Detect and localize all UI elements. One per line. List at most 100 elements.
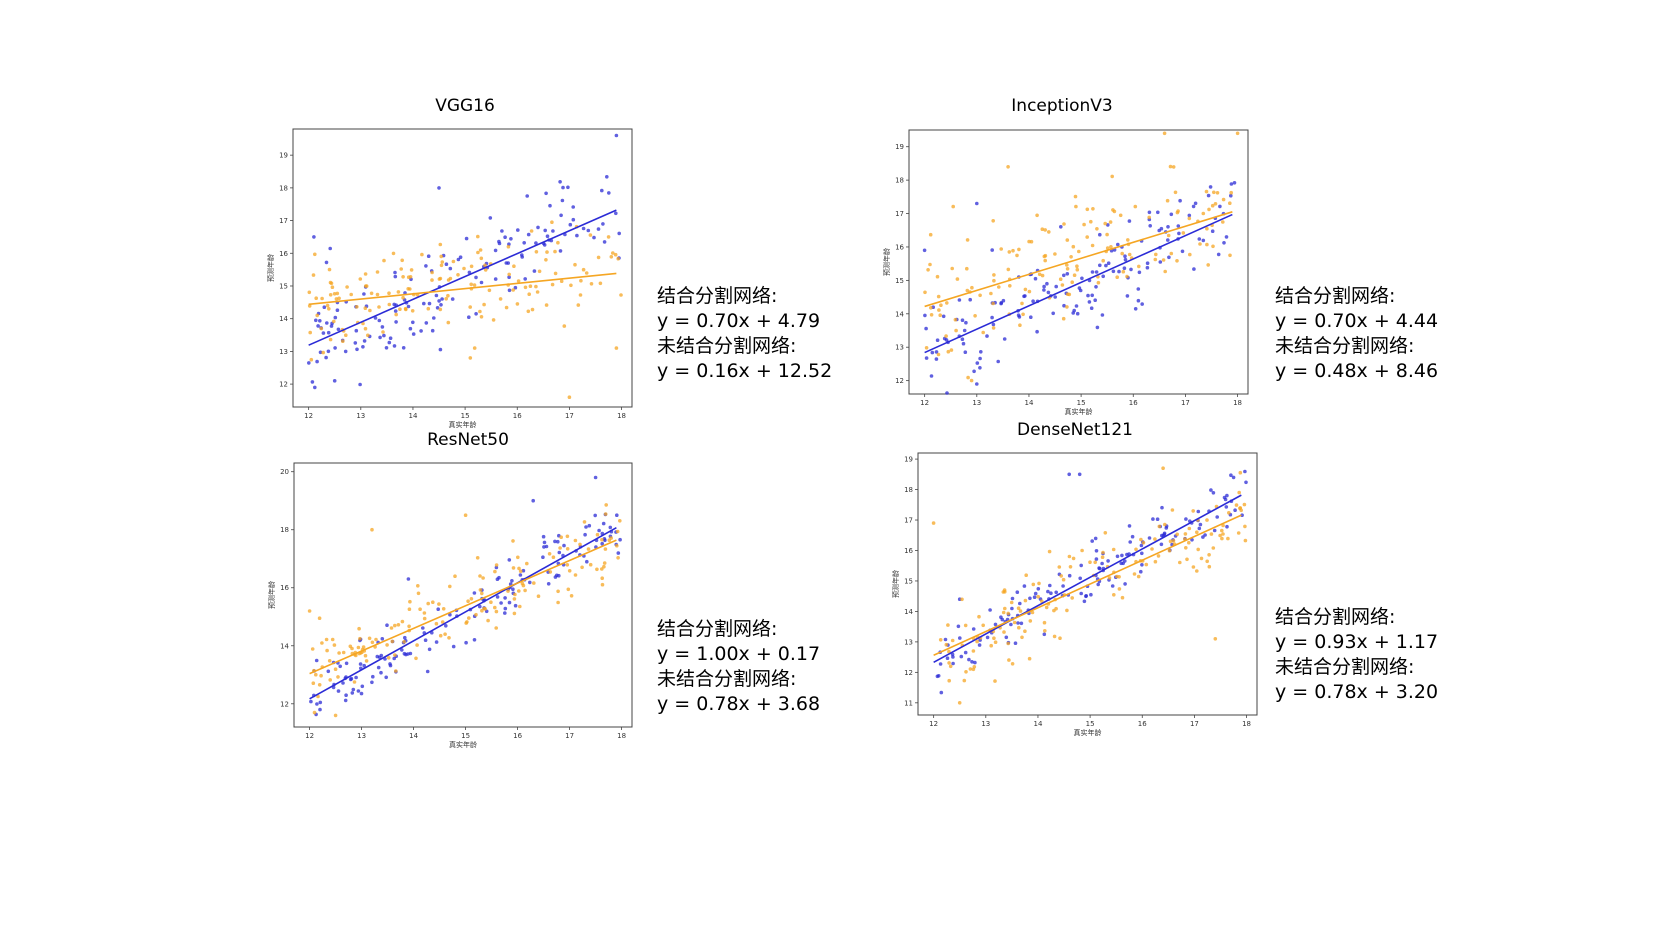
data-point-without-seg <box>1012 620 1017 625</box>
data-point-without-seg <box>604 503 608 507</box>
data-point-with-seg <box>575 233 579 238</box>
data-point-with-seg <box>435 306 440 310</box>
data-point-without-seg <box>1115 275 1119 280</box>
data-point-without-seg <box>615 543 619 548</box>
data-point-without-seg <box>1207 553 1211 557</box>
data-point-with-seg <box>1046 290 1051 295</box>
data-point-with-seg <box>935 674 940 679</box>
data-point-without-seg <box>1058 277 1063 282</box>
data-point-with-seg <box>1159 542 1164 547</box>
data-point-with-seg <box>923 313 927 318</box>
data-point-with-seg <box>318 707 322 712</box>
y-tick-label: 17 <box>279 217 288 225</box>
data-point-without-seg <box>567 569 572 573</box>
data-point-with-seg <box>513 285 518 290</box>
data-point-with-seg <box>1122 266 1127 271</box>
data-point-without-seg <box>525 561 529 566</box>
data-point-with-seg <box>1049 591 1053 595</box>
data-point-without-seg <box>385 643 389 647</box>
data-point-without-seg <box>1161 258 1166 262</box>
data-point-without-seg <box>1089 219 1093 224</box>
data-point-with-seg <box>1022 584 1027 588</box>
data-point-without-seg <box>512 264 516 269</box>
chart-title: ResNet50 <box>427 430 509 450</box>
data-point-without-seg <box>1169 251 1174 256</box>
data-point-with-seg <box>958 636 962 640</box>
data-point-without-seg <box>977 614 981 619</box>
data-point-without-seg <box>382 258 386 263</box>
data-point-without-seg <box>511 288 515 292</box>
data-point-without-seg <box>928 262 932 267</box>
data-point-without-seg <box>468 356 473 360</box>
data-point-without-seg <box>1117 575 1121 579</box>
data-point-with-seg <box>354 328 359 333</box>
data-point-without-seg <box>923 290 927 295</box>
data-point-with-seg <box>1015 590 1020 594</box>
data-point-without-seg <box>548 570 553 574</box>
data-point-without-seg <box>426 601 431 606</box>
data-point-with-seg <box>456 257 461 262</box>
data-point-without-seg <box>422 616 427 621</box>
data-point-with-seg <box>1125 552 1129 557</box>
y-tick-label: 16 <box>279 250 288 258</box>
data-point-without-seg <box>1091 207 1095 211</box>
data-point-with-seg <box>526 232 531 237</box>
data-point-without-seg <box>1191 565 1196 569</box>
data-point-with-seg <box>350 691 355 695</box>
data-point-with-seg <box>500 229 504 233</box>
data-point-without-seg <box>438 307 443 312</box>
data-point-with-seg <box>1169 212 1174 217</box>
data-point-with-seg <box>1123 254 1127 258</box>
data-point-with-seg <box>993 622 998 627</box>
data-point-without-seg <box>1111 547 1116 552</box>
data-point-with-seg <box>968 297 972 302</box>
data-point-without-seg <box>1184 546 1188 550</box>
data-point-without-seg <box>314 672 318 677</box>
data-point-without-seg <box>1132 572 1137 576</box>
data-point-without-seg <box>493 569 497 574</box>
data-point-without-seg <box>1120 595 1125 600</box>
data-point-without-seg <box>589 282 594 286</box>
data-point-with-seg <box>467 270 472 275</box>
data-point-with-seg <box>587 523 592 528</box>
data-point-without-seg <box>953 317 958 322</box>
data-point-with-seg <box>1094 285 1098 289</box>
data-point-with-seg <box>1167 255 1171 260</box>
x-tick-label: 14 <box>1024 399 1033 407</box>
data-point-without-seg <box>357 626 361 631</box>
data-point-without-seg <box>556 240 560 245</box>
data-point-without-seg <box>335 291 340 296</box>
data-point-without-seg <box>1036 594 1040 599</box>
data-point-with-seg <box>996 359 1000 364</box>
y-tick-label: 17 <box>895 210 904 218</box>
data-point-without-seg <box>511 539 515 543</box>
data-point-with-seg <box>1106 261 1111 266</box>
data-point-with-seg <box>1079 591 1083 596</box>
data-point-with-seg <box>451 644 456 649</box>
data-point-with-seg <box>602 240 607 244</box>
data-point-without-seg <box>970 285 974 290</box>
data-point-without-seg <box>965 238 970 242</box>
data-point-without-seg <box>504 305 509 310</box>
data-point-without-seg <box>567 395 572 400</box>
y-tick-label: 15 <box>904 577 913 585</box>
data-point-without-seg <box>1126 238 1130 242</box>
data-point-with-seg <box>360 684 365 689</box>
data-point-with-seg <box>351 687 356 692</box>
data-point-without-seg <box>1173 190 1178 195</box>
data-point-without-seg <box>1205 226 1209 231</box>
data-point-with-seg <box>1222 241 1226 245</box>
data-point-without-seg <box>937 308 941 312</box>
data-point-without-seg <box>355 305 359 309</box>
data-point-with-seg <box>1033 276 1038 281</box>
x-tick-label: 16 <box>1138 720 1147 728</box>
data-point-without-seg <box>1235 131 1240 136</box>
data-point-without-seg <box>535 290 540 294</box>
data-point-with-seg <box>371 674 375 679</box>
data-point-without-seg <box>600 537 604 542</box>
data-point-without-seg <box>600 582 605 587</box>
x-tick-label: 15 <box>461 412 470 420</box>
data-point-with-seg <box>523 277 527 281</box>
data-point-with-seg <box>1045 281 1049 286</box>
